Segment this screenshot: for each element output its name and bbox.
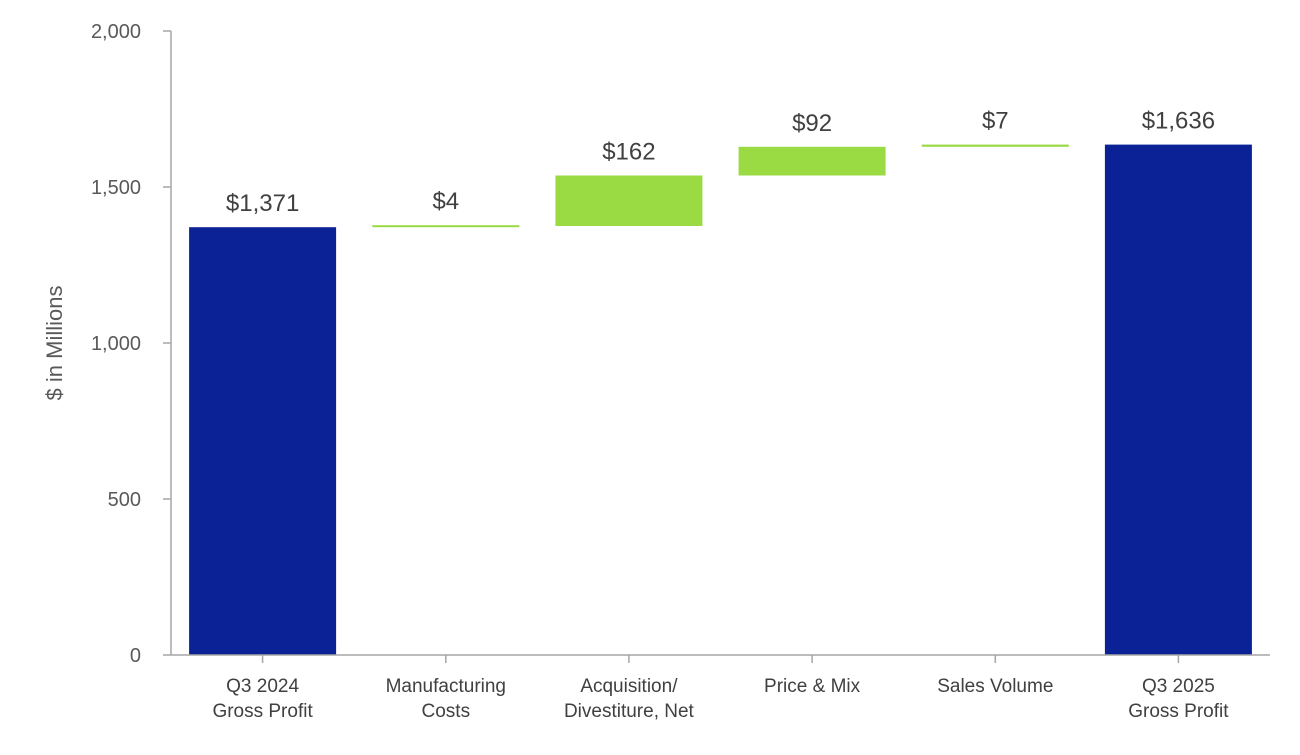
y-axis-title: $ in Millions (42, 286, 67, 401)
data-label-1: $1,371 (226, 190, 299, 217)
category-label-6: Q3 2025 Gross Profit (1128, 676, 1229, 722)
y-tick-label: 0 (130, 645, 141, 667)
y-tick-label: 1,500 (91, 177, 141, 199)
category-label-1: Q3 2024 Gross Profit (212, 676, 313, 722)
category-label-5: Sales Volume (937, 676, 1053, 697)
bar-1 (189, 227, 337, 655)
y-tick-label: 2,000 (91, 21, 141, 43)
category-label-line: Costs (422, 701, 471, 722)
category-label-line: Q3 2024 (226, 676, 299, 697)
data-label-3: $162 (602, 139, 655, 166)
bar-3 (555, 175, 703, 226)
category-label-line: Gross Profit (1128, 701, 1229, 722)
bar-2 (372, 225, 520, 228)
category-label-line: Q3 2025 (1142, 676, 1215, 697)
data-label-4: $92 (792, 110, 832, 137)
data-label-2: $4 (432, 188, 459, 215)
bar-4 (738, 146, 886, 176)
y-tick-label: 500 (108, 489, 141, 511)
labels-layer: $1,371 Q3 2024 Gross Profit $4 Manufacturing… (212, 108, 1229, 722)
category-label-2: Manufacturing Costs (386, 676, 506, 722)
axes-layer: 0 500 1,000 1,500 2,000 (91, 21, 1270, 667)
bar-5 (921, 144, 1069, 147)
category-label-line: Manufacturing (386, 676, 506, 697)
data-label-6: $1,636 (1142, 108, 1215, 135)
y-tick-label: 1,000 (91, 333, 141, 355)
category-label-4: Price & Mix (764, 676, 861, 697)
category-label-line: Price & Mix (764, 676, 861, 697)
category-label-line: Divestiture, Net (564, 701, 695, 722)
data-label-5: $7 (982, 108, 1009, 135)
category-label-line: Gross Profit (212, 701, 313, 722)
category-label-3: Acquisition/Divestiture, Net (564, 676, 695, 722)
bars-layer (189, 144, 1252, 655)
category-label-line: Acquisition/ (580, 676, 678, 697)
category-label-line: Sales Volume (937, 676, 1053, 697)
bar-6 (1104, 144, 1252, 655)
